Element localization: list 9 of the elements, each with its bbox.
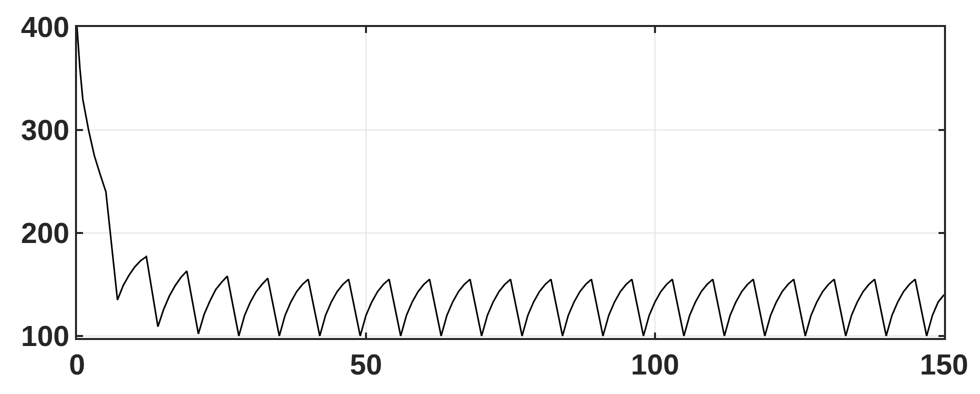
x-tick-label: 100 bbox=[630, 350, 680, 382]
y-tick-label: 400 bbox=[21, 12, 70, 44]
x-tick-label: 150 bbox=[920, 350, 968, 382]
y-tick-label: 100 bbox=[21, 321, 70, 354]
line-series bbox=[77, 27, 944, 337]
x-tick-label: 0 bbox=[68, 350, 86, 382]
y-tick-label: 200 bbox=[21, 218, 70, 250]
y-tick-label: 300 bbox=[21, 115, 70, 148]
x-tick-label: 50 bbox=[350, 350, 382, 382]
